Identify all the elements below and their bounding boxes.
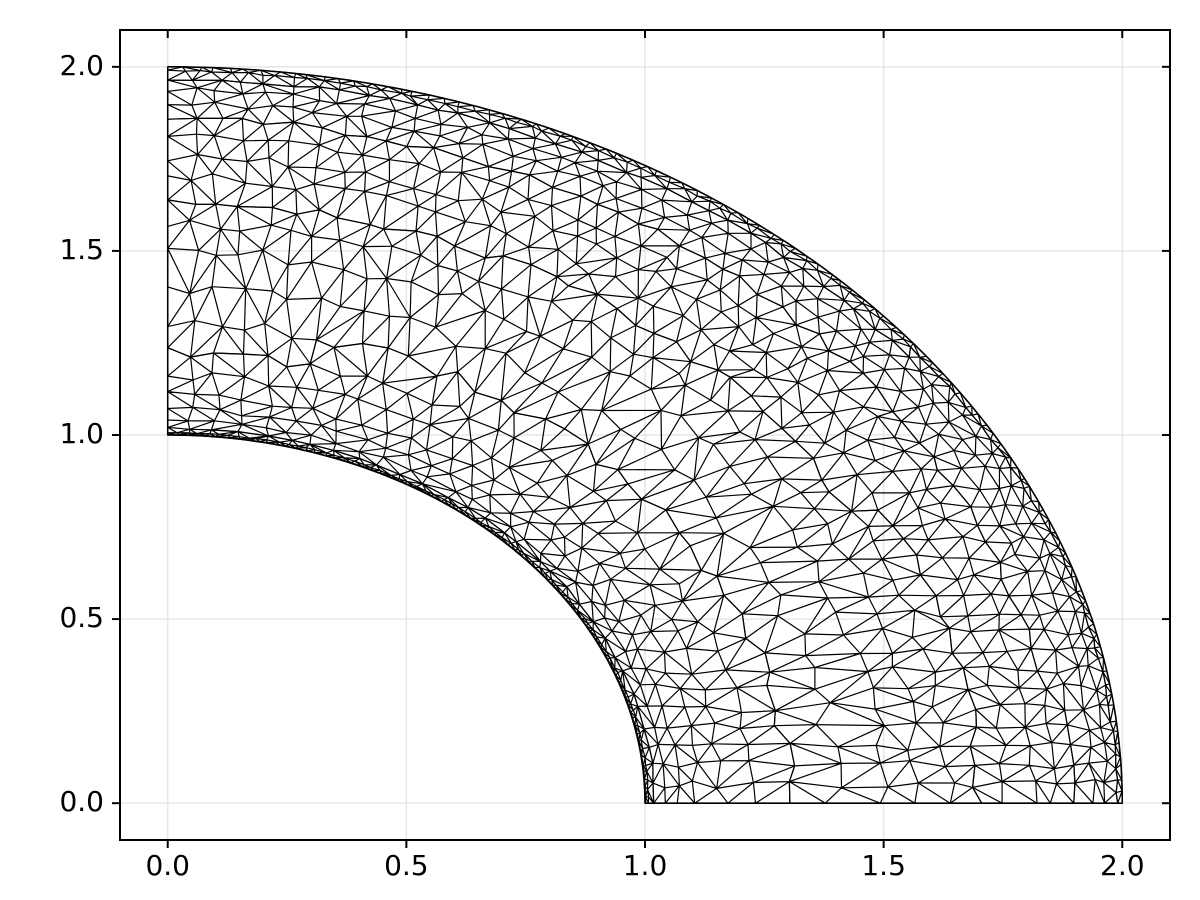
y-tick-label: 1.5 [59,233,104,266]
y-tick-label: 2.0 [59,49,104,82]
x-tick-label: 1.0 [623,849,668,882]
y-tick-label: 0.5 [59,601,104,634]
x-tick-label: 1.5 [861,849,906,882]
x-tick-label: 0.5 [384,849,429,882]
x-tick-label: 2.0 [1100,849,1145,882]
x-tick-label: 0.0 [145,849,190,882]
mesh-plot: 0.0 0.5 1.0 1.5 2.0 0.0 0.5 1.0 1.5 2.0 [0,0,1200,900]
y-tick-label: 0.0 [59,785,104,818]
y-tick-label: 1.0 [59,417,104,450]
